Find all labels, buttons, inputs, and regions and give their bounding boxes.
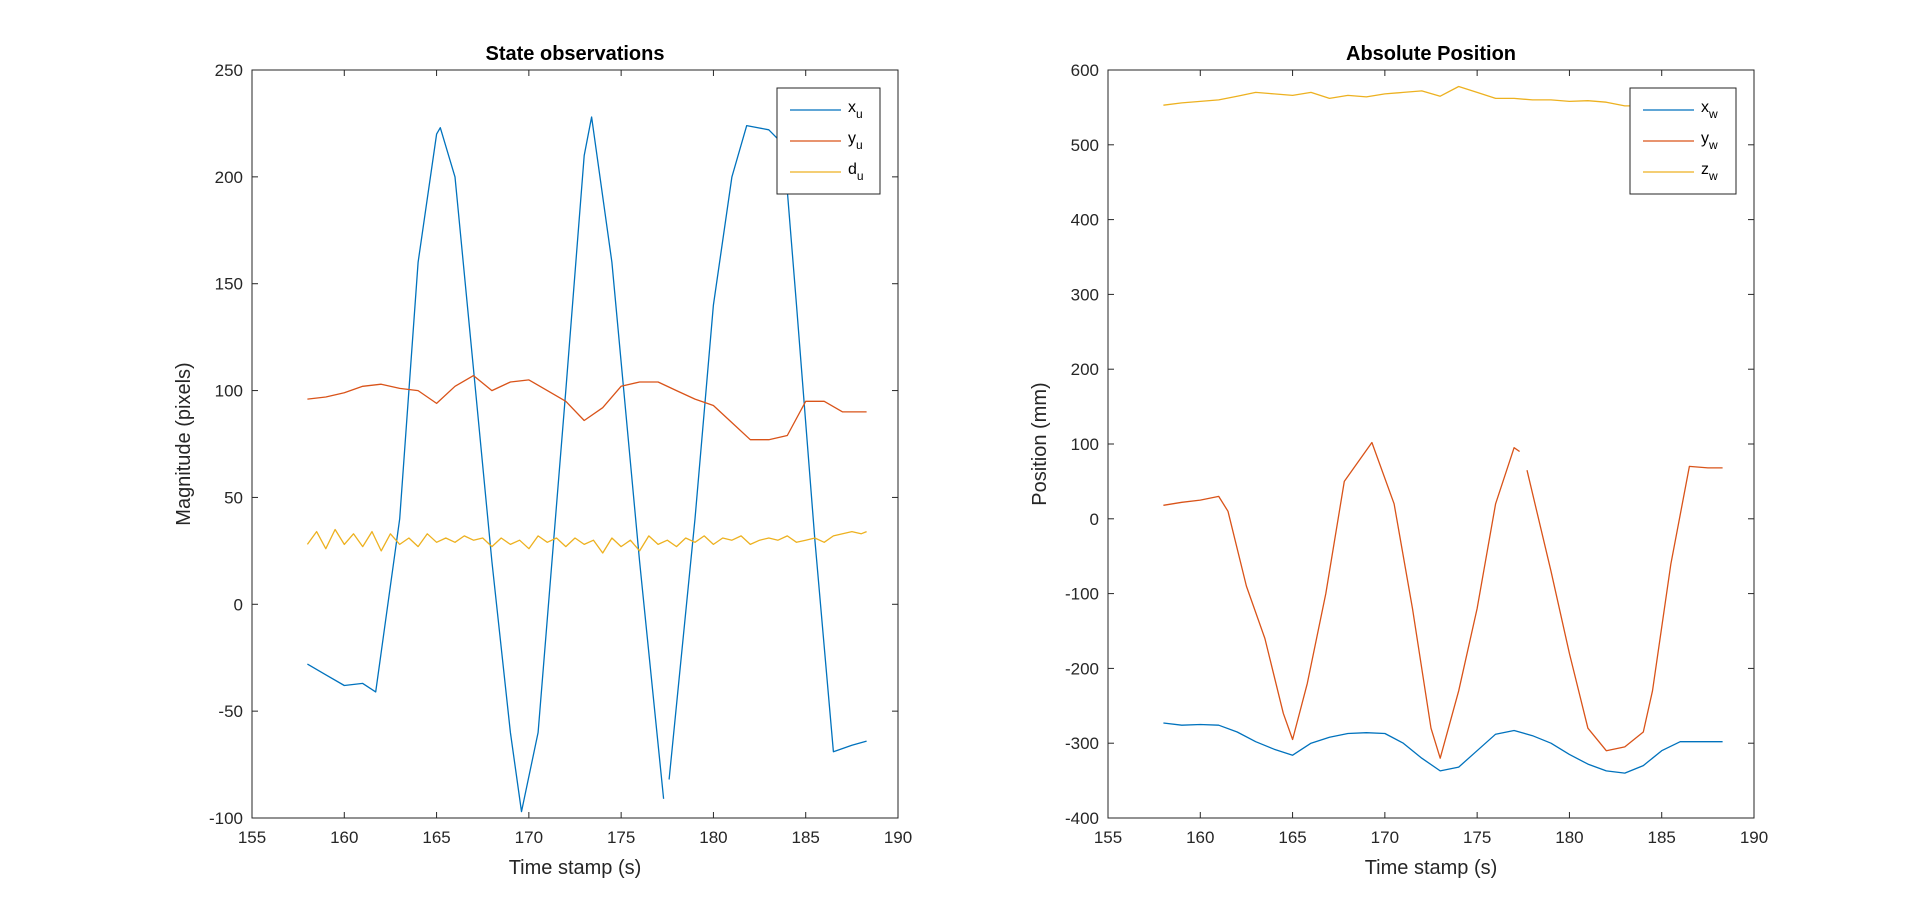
x-tick-label: 190 [1740,828,1768,847]
y-tick-label: 200 [215,168,243,187]
x-tick-label: 160 [1186,828,1214,847]
y-tick-label: 50 [224,488,243,507]
state-observations-title: State observations [486,43,665,65]
y-axis-label: Magnitude (pixels) [173,362,195,525]
x-tick-label: 160 [330,828,358,847]
x-tick-label: 180 [1555,828,1583,847]
y-tick-label: -100 [1065,585,1099,604]
y-tick-label: 600 [1071,61,1099,80]
state-observations-plot-area [251,69,899,819]
x-tick-label: 165 [422,828,450,847]
y-tick-label: 100 [1071,435,1099,454]
y-tick-label: -100 [209,809,243,828]
absolute-position-title: Absolute Position [1346,43,1516,65]
y-tick-label: 300 [1071,285,1099,304]
x-tick-label: 155 [238,828,266,847]
y-tick-label: 0 [1090,510,1099,529]
y-tick-label: 0 [234,595,243,614]
y-tick-label: 250 [215,61,243,80]
series-line-xu [307,116,665,813]
y-tick-label: -400 [1065,809,1099,828]
series-line-yu [307,374,867,441]
y-axis-label: Position (mm) [1029,382,1051,505]
x-axis-label: Time stamp (s) [1365,857,1498,879]
x-tick-label: 190 [884,828,912,847]
absolute-position-plot-area [1107,69,1755,819]
x-axis-label: Time stamp (s) [509,857,642,879]
x-tick-label: 155 [1094,828,1122,847]
x-tick-label: 185 [1648,828,1676,847]
y-tick-label: -300 [1065,734,1099,753]
y-tick-label: 100 [215,382,243,401]
series-line-yw [1526,465,1723,752]
series-line-zw [1163,85,1723,109]
series-line-du [306,528,867,554]
x-tick-label: 165 [1278,828,1306,847]
x-tick-label: 185 [792,828,820,847]
series-line-xw [1163,722,1723,774]
y-tick-label: 500 [1071,136,1099,155]
x-tick-label: 170 [515,828,543,847]
y-tick-label: 150 [215,275,243,294]
y-tick-label: 400 [1071,211,1099,230]
x-tick-label: 175 [1463,828,1491,847]
x-tick-label: 180 [699,828,727,847]
series-line-yw [1163,441,1520,759]
y-tick-label: 200 [1071,360,1099,379]
x-tick-label: 175 [607,828,635,847]
absolute-position-chart: 155 160 165 170 175 180 185 190 -400 -300 -200 -100… [1029,43,1768,879]
state-observations-chart: 155 160 165 170 175 180 185 190 -100 -50 0 50 100 150… [173,43,912,879]
y-tick-label: -50 [218,702,243,721]
x-tick-label: 170 [1371,828,1399,847]
series-line-xu [668,124,867,780]
y-tick-label: -200 [1065,659,1099,678]
